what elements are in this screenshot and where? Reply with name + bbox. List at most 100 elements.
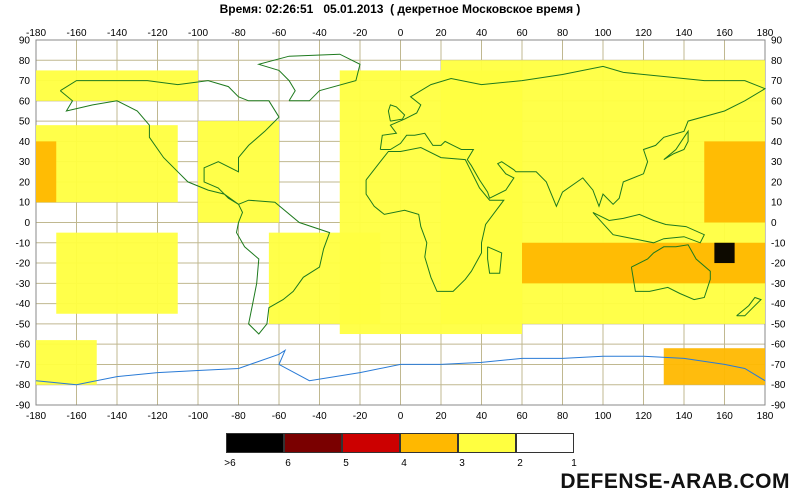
lat-tick-label-left: 50 [19,117,31,128]
lat-tick-label-right: -60 [771,340,786,351]
lat-tick-label-right: -90 [771,401,786,412]
legend-label: 3 [459,458,465,469]
lat-tick-label-left: -60 [16,340,31,351]
coastline-3 [379,65,767,208]
lat-tick-label-left: -40 [16,299,31,310]
lon-tick-label-bottom: -60 [272,411,287,422]
lat-tick-label-right: 10 [771,198,783,209]
lon-tick-label-top: 60 [516,28,528,39]
lon-tick-label-top: 140 [676,28,693,39]
lon-tick-label-top: -100 [188,28,208,39]
lon-tick-label-bottom: 20 [435,411,447,422]
lat-tick-label-right: 70 [771,76,783,87]
lon-tick-label-top: -120 [147,28,167,39]
legend-label: >6 [224,458,236,469]
coastline-6 [592,211,705,244]
lon-tick-label-top: 160 [716,28,733,39]
coastline-0 [59,80,280,205]
lat-tick-label-right: 40 [771,137,783,148]
lon-tick-label-bottom: -140 [107,411,127,422]
lon-tick-label-top: -40 [312,28,327,39]
legend-swatch [516,433,574,453]
lon-tick-label-bottom: -80 [231,411,246,422]
lat-tick-label-right: 20 [771,177,783,188]
coastline-9 [487,246,503,274]
lat-tick-label-right: -20 [771,259,786,270]
lat-tick-label-right: 0 [771,218,777,229]
lat-tick-label-right: -30 [771,279,786,290]
lon-tick-label-bottom: -120 [147,411,167,422]
coastline-5 [630,244,711,301]
coastline-4 [365,146,505,292]
lon-tick-label-top: 120 [635,28,652,39]
lat-tick-label-left: -10 [16,238,31,249]
legend-label: 2 [517,458,523,469]
antarctic-coastline [35,348,766,386]
heat-region-3 [56,232,178,314]
lon-tick-label-bottom: 140 [676,411,693,422]
lat-tick-label-right: 80 [771,56,783,67]
heat-region-2 [36,141,57,203]
lat-tick-label-right: -50 [771,319,786,330]
lon-tick-label-top: -80 [231,28,246,39]
lat-tick-label-left: -50 [16,319,31,330]
lon-tick-label-top: -180 [26,28,46,39]
lat-tick-label-left: -70 [16,360,31,371]
coastline-8 [663,129,689,161]
lon-tick-label-bottom: -160 [66,411,86,422]
lon-tick-label-top: 180 [757,28,774,39]
coastlines [35,53,767,386]
lon-tick-label-top: -160 [66,28,86,39]
lon-tick-label-bottom: 60 [516,411,528,422]
lon-tick-label-top: 100 [595,28,612,39]
axis-labels: -180-180-160-160-140-140-120-120-100-100… [16,28,786,422]
lon-tick-label-bottom: 80 [557,411,569,422]
coastline-1 [256,53,361,102]
lat-tick-label-right: -70 [771,360,786,371]
legend-label-end: 1 [571,458,577,469]
lon-tick-label-bottom: -40 [312,411,327,422]
legend-swatch [342,433,400,453]
lat-tick-label-left: 40 [19,137,31,148]
lon-tick-label-bottom: 0 [398,411,404,422]
lat-tick-label-left: 20 [19,177,31,188]
lon-tick-label-top: 0 [398,28,404,39]
lon-tick-label-bottom: 180 [757,411,774,422]
lon-tick-label-bottom: -180 [26,411,46,422]
legend-swatch [400,433,458,453]
coastline-10 [736,296,762,317]
lat-tick-label-left: 90 [19,36,31,47]
legend-label: 4 [401,458,407,469]
lat-tick-label-left: 80 [19,56,31,67]
lon-tick-label-top: -140 [107,28,127,39]
lat-tick-label-left: -20 [16,259,31,270]
lon-tick-label-bottom: -100 [188,411,208,422]
lat-tick-label-left: -80 [16,380,31,391]
heat-region-1 [36,125,178,203]
lat-tick-label-right: -10 [771,238,786,249]
heat-region-12 [36,340,97,385]
heat-region-9 [704,141,765,223]
watermark-text: DEFENSE-ARAB.COM [560,470,790,493]
coastline-2 [235,199,331,335]
lon-tick-label-bottom: 160 [716,411,733,422]
lon-tick-label-top: 20 [435,28,447,39]
lat-tick-label-right: 50 [771,117,783,128]
lat-tick-label-right: 60 [771,96,783,107]
lon-tick-label-bottom: 40 [476,411,488,422]
lon-tick-label-top: 40 [476,28,488,39]
legend-label: 5 [343,458,349,469]
lat-tick-label-left: 70 [19,76,31,87]
lat-tick-label-left: -90 [16,401,31,412]
lat-tick-label-right: -40 [771,299,786,310]
heat-region-0 [36,70,198,101]
heat-region-10 [663,348,765,385]
legend-label: 6 [285,458,291,469]
lon-tick-label-bottom: 120 [635,411,652,422]
coastline-7 [387,104,406,122]
lon-tick-label-top: -60 [272,28,287,39]
page-title: Время: 02:26:51 05.01.2013 ( декретное М… [219,2,581,16]
lon-tick-label-bottom: -20 [353,411,368,422]
